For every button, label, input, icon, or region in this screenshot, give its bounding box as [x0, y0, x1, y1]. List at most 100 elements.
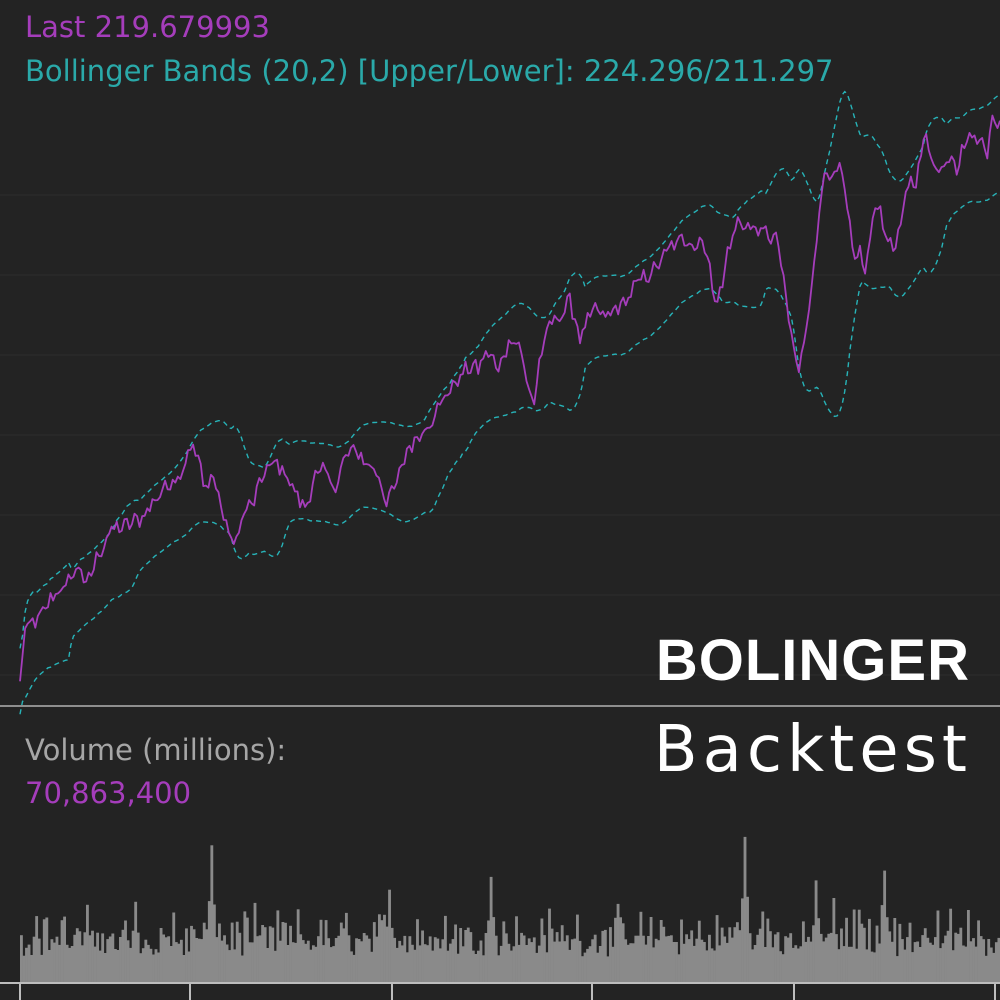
- volume-bar: [45, 917, 49, 982]
- volume-bar: [225, 944, 229, 982]
- volume-bar: [979, 936, 983, 982]
- volume-bar: [446, 950, 450, 982]
- volume-bar: [362, 933, 366, 982]
- volume-bar: [728, 927, 732, 982]
- volume-bar: [106, 939, 110, 982]
- volume-bar: [451, 939, 455, 982]
- volume-bar: [743, 836, 747, 982]
- volume-bar: [53, 942, 56, 982]
- volume-bar: [377, 914, 381, 982]
- volume-bar: [322, 945, 325, 982]
- volume-bar: [433, 937, 437, 982]
- volume-bar: [301, 940, 305, 982]
- volume-bar: [959, 927, 963, 982]
- volume-bar: [888, 931, 892, 982]
- volume-bar: [543, 935, 546, 982]
- volume-bar: [677, 954, 681, 982]
- volume-bar: [286, 945, 290, 982]
- volume-bar: [667, 935, 671, 982]
- volume-bar: [809, 941, 813, 982]
- volume-bar: [469, 932, 473, 982]
- volume-bar: [624, 939, 628, 982]
- volume-bar: [111, 933, 115, 982]
- volume-bar: [916, 941, 920, 982]
- volume-bar: [829, 932, 833, 982]
- volume-bar: [245, 917, 249, 982]
- volume-bar: [964, 946, 968, 982]
- volume-bar: [40, 954, 44, 982]
- volume-bar: [804, 941, 808, 982]
- volume-bar: [400, 945, 404, 982]
- volume-bar: [966, 910, 970, 982]
- volume-bar: [119, 937, 122, 982]
- volume-bar: [961, 945, 965, 982]
- volume-bar: [162, 934, 166, 982]
- volume-bar: [360, 941, 364, 982]
- volume-bar: [865, 949, 869, 982]
- volume-bar: [725, 942, 729, 982]
- volume-bar: [91, 930, 94, 982]
- volume-bar: [708, 934, 711, 982]
- volume-bar: [103, 953, 107, 982]
- volume-bar: [890, 941, 894, 982]
- volume-bar: [525, 945, 529, 982]
- volume-bar: [786, 937, 790, 982]
- volume-bar: [784, 936, 788, 982]
- volume-bar: [281, 922, 285, 982]
- volume-bar: [65, 944, 69, 982]
- volume-bar: [116, 950, 120, 982]
- volume-bar: [535, 952, 539, 982]
- volume-bar: [512, 946, 516, 982]
- volume-bar: [870, 951, 874, 982]
- volume-bar: [713, 950, 716, 982]
- volume-bar: [304, 943, 308, 982]
- volume-bar: [517, 944, 521, 982]
- volume-bar: [972, 938, 975, 982]
- volume-bar: [339, 922, 343, 982]
- volume-bar: [492, 917, 496, 982]
- volume-bar: [746, 896, 749, 982]
- volume-bar: [489, 876, 493, 982]
- volume-bar: [852, 909, 856, 982]
- volume-bar: [616, 903, 620, 982]
- bollinger-bands-label: Bollinger Bands (20,2) [Upper/Lower]:: [25, 54, 575, 88]
- volume-bar: [108, 936, 112, 982]
- volume-bar: [626, 944, 630, 982]
- bollinger-bands-readout: Bollinger Bands (20,2) [Upper/Lower]: 22…: [25, 57, 833, 86]
- volume-bar: [510, 950, 513, 982]
- volume-bar: [113, 949, 117, 982]
- volume-bar: [88, 935, 92, 982]
- volume-bar: [55, 936, 59, 982]
- volume-bar: [522, 935, 526, 982]
- volume-bar: [906, 937, 909, 982]
- price-line: [19, 114, 1000, 682]
- volume-bar: [405, 952, 409, 982]
- volume-bar: [25, 947, 28, 982]
- volume-bar: [570, 939, 574, 982]
- volume-bar: [951, 950, 955, 982]
- volume-bar: [563, 941, 567, 982]
- volume-bar: [207, 901, 211, 982]
- volume-bar: [441, 939, 445, 982]
- overlay-title: BOLINGER: [655, 628, 970, 693]
- volume-bar: [200, 939, 204, 982]
- volume-bar: [814, 880, 818, 982]
- volume-bar: [154, 949, 158, 982]
- volume-bar: [129, 947, 133, 982]
- volume-bar: [880, 905, 884, 982]
- volume-bar: [355, 938, 358, 982]
- volume-bar: [840, 928, 843, 982]
- volume-bar: [220, 940, 224, 982]
- volume-bar: [289, 925, 292, 982]
- volume-bar: [664, 936, 668, 982]
- volume-bar: [588, 946, 592, 982]
- volume-bar: [565, 935, 569, 982]
- volume-bar: [233, 949, 237, 982]
- volume-bar: [256, 936, 259, 982]
- volume-bar: [144, 939, 148, 982]
- volume-bar: [619, 917, 623, 982]
- volume-bar: [733, 927, 737, 982]
- volume-bar: [284, 922, 287, 982]
- volume-bar: [494, 935, 498, 982]
- volume-bar: [946, 930, 950, 982]
